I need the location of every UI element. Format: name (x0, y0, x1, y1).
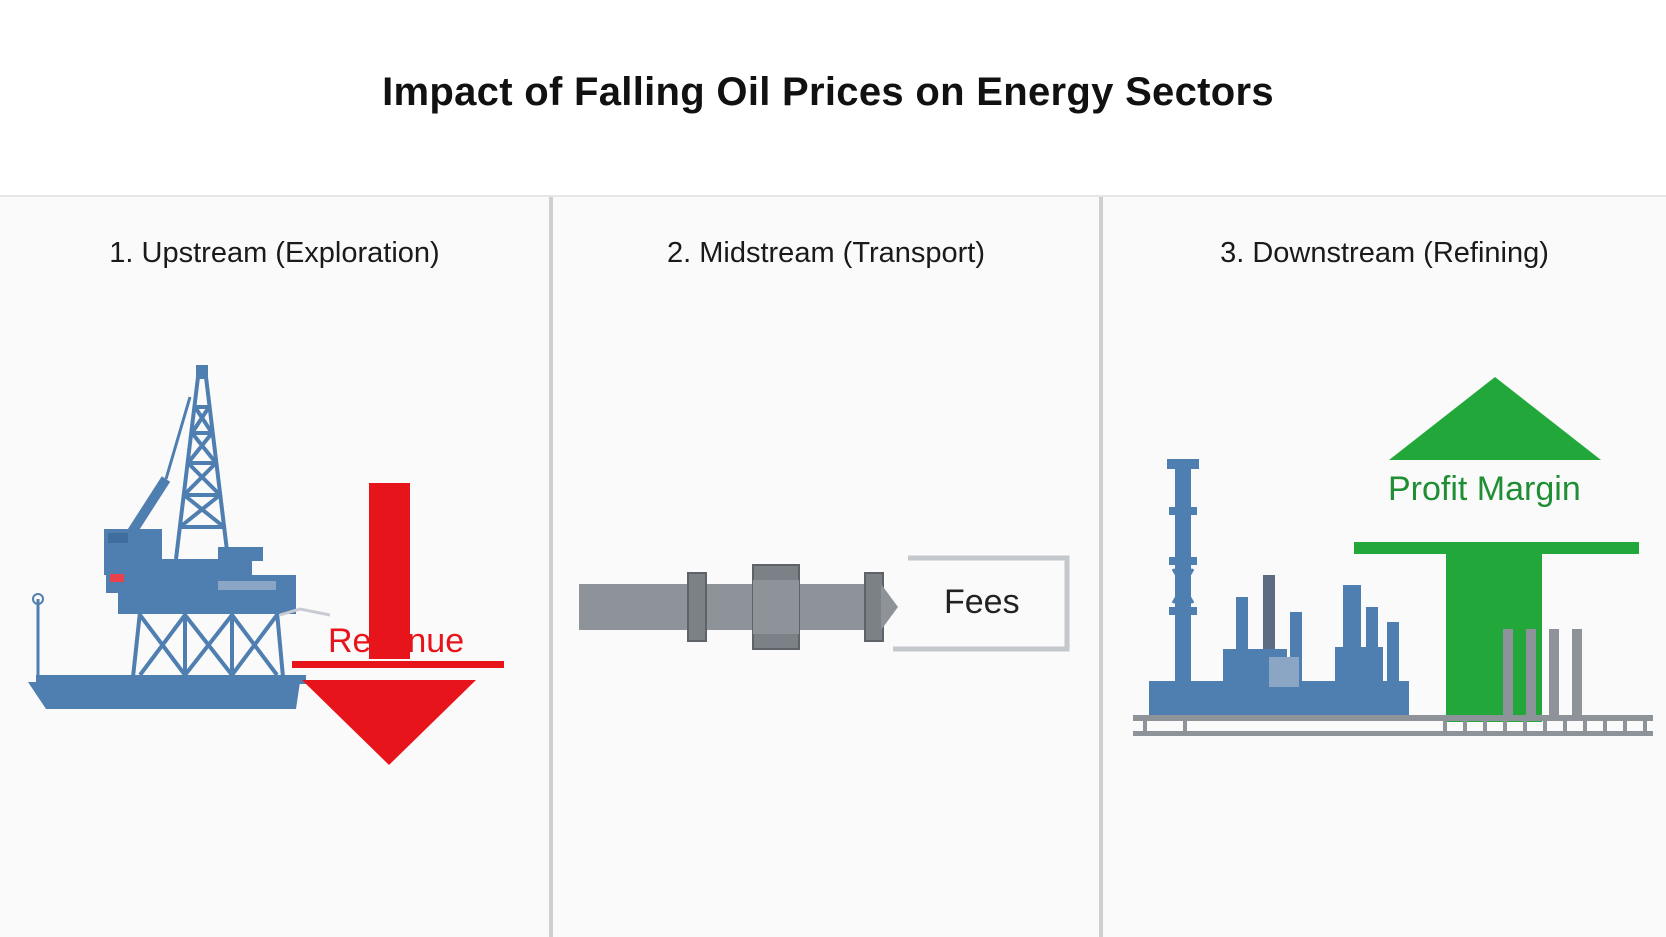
panel-divider (549, 197, 553, 937)
refinery-icon (1133, 459, 1653, 736)
revenue-label: Revenue (328, 622, 465, 660)
downstream-panel: 3. Downstream (Refining) Profit Margin (1103, 197, 1666, 937)
midstream-heading: 2. Midstream (Transport) (667, 237, 985, 269)
downstream-heading: 3. Downstream (Refining) (1220, 237, 1549, 269)
page-title: Impact of Falling Oil Prices on Energy S… (382, 70, 1274, 114)
upstream-heading: 1. Upstream (Exploration) (109, 237, 440, 269)
midstream-panel: 2. Midstream (Transport) Fees (553, 197, 1099, 937)
header: Impact of Falling Oil Prices on Energy S… (0, 0, 1666, 197)
offshore-rig-icon (28, 365, 331, 709)
revenue-down-arrow (292, 483, 504, 765)
upstream-panel: 1. Upstream (Exploration) (0, 197, 549, 937)
fees-label: Fees (944, 583, 1020, 621)
pipeline-icon (579, 555, 1070, 652)
profit-margin-label: Profit Margin (1388, 470, 1581, 508)
panel-divider (1099, 197, 1103, 937)
